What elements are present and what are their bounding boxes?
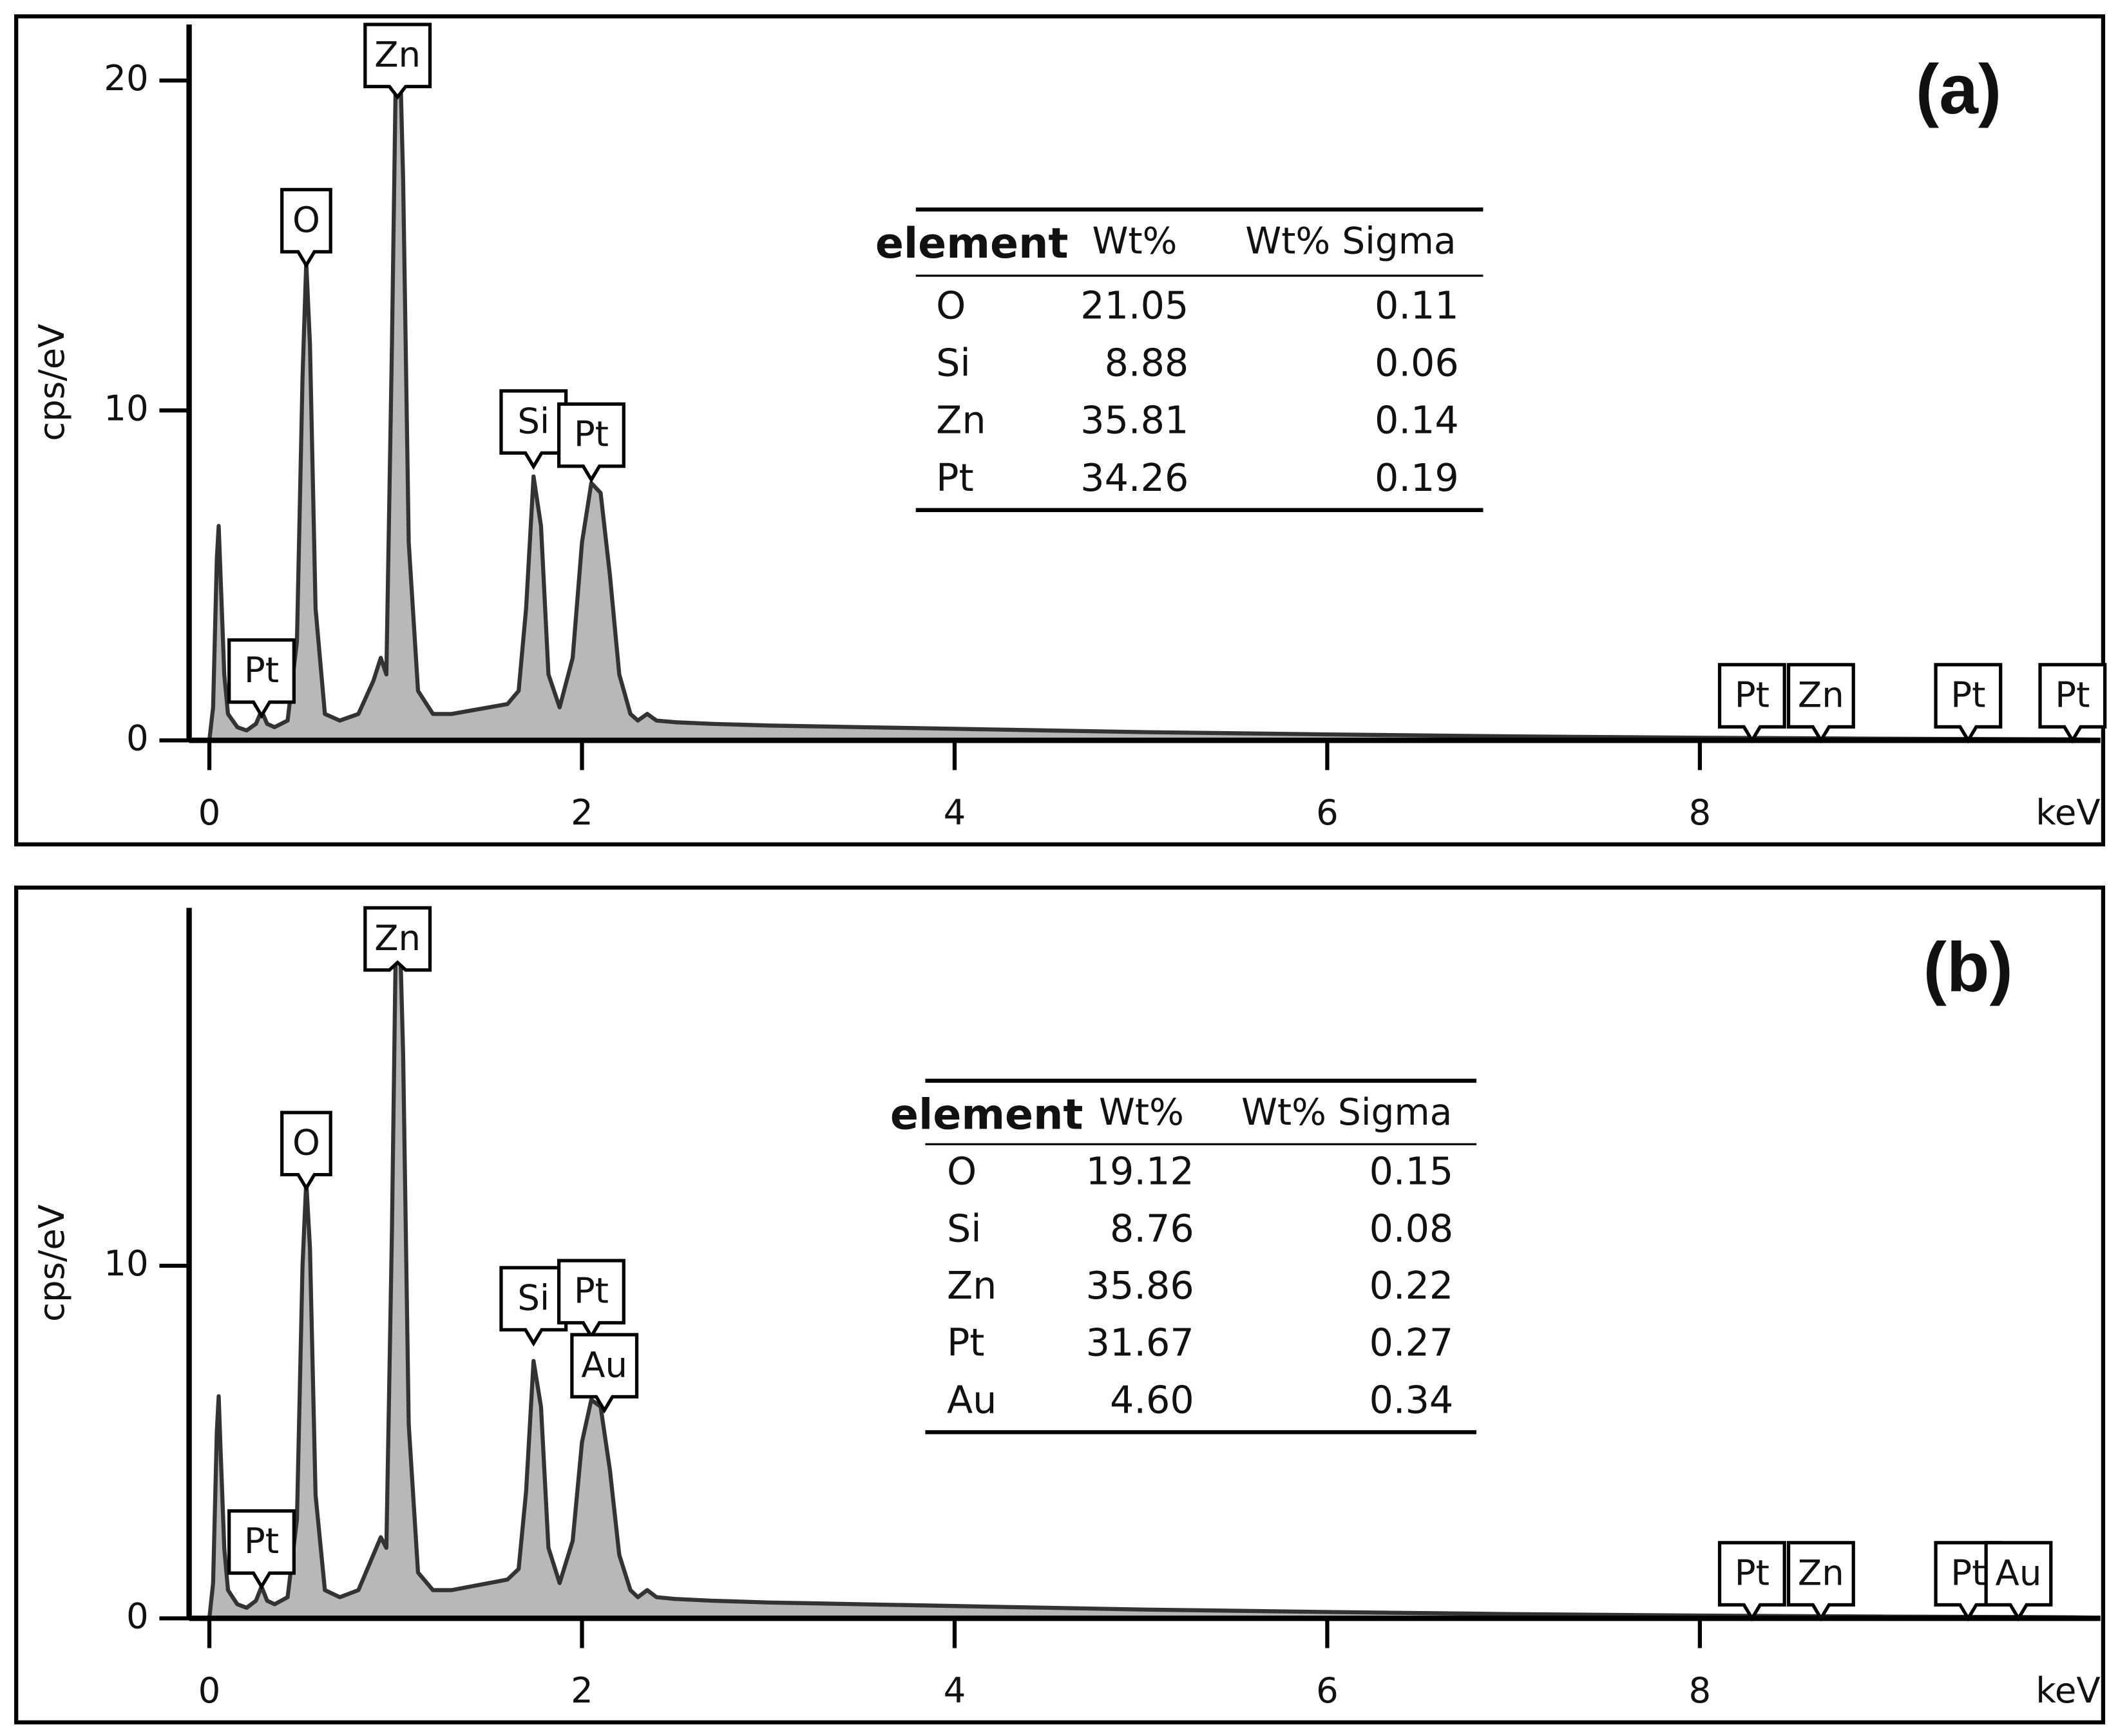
panel-title: (a) xyxy=(1916,50,2001,129)
table-cell: 0.08 xyxy=(1369,1207,1454,1250)
peak-label: Zn xyxy=(1798,1552,1844,1593)
x-axis-label: keV xyxy=(2036,792,2100,833)
peak-label: Pt xyxy=(1951,674,1985,715)
y-axis-label: cps/eV xyxy=(31,1205,72,1322)
peak-label: Si xyxy=(517,1277,549,1318)
peak-marker xyxy=(227,638,296,720)
x-tick-label: 0 xyxy=(198,792,221,833)
table-header: element xyxy=(875,220,1069,268)
table-cell: 0.06 xyxy=(1375,341,1459,385)
x-tick-label: 6 xyxy=(1316,792,1339,833)
table-cell: 8.88 xyxy=(1105,341,1189,385)
peak-label: Pt xyxy=(1951,1552,1985,1593)
peak-marker xyxy=(499,389,568,470)
x-tick-label: 0 xyxy=(198,1670,221,1711)
x-tick-label: 8 xyxy=(1689,1670,1712,1711)
peak-marker xyxy=(1786,663,1855,744)
peak-label: Pt xyxy=(244,1520,279,1561)
y-tick-label: 0 xyxy=(126,717,149,758)
table-cell: 31.67 xyxy=(1086,1321,1194,1365)
peak-marker xyxy=(1717,1541,1786,1622)
table-cell: 0.22 xyxy=(1369,1264,1454,1308)
y-tick-label: 0 xyxy=(126,1595,149,1636)
peak-label: Zn xyxy=(374,917,421,959)
table-header: Wt% Sigma xyxy=(1245,220,1456,262)
x-tick-label: 6 xyxy=(1316,1670,1339,1711)
table-cell: 0.15 xyxy=(1369,1150,1454,1194)
peak-marker xyxy=(280,1111,332,1192)
table-cell: Au xyxy=(947,1378,997,1422)
table-cell: 21.05 xyxy=(1080,283,1188,327)
table-cell: Pt xyxy=(947,1321,984,1365)
table-cell: 0.14 xyxy=(1375,399,1459,443)
peak-label: Pt xyxy=(574,414,609,455)
table-cell: 0.19 xyxy=(1375,456,1459,500)
peak-marker xyxy=(1717,663,1786,744)
y-axis-label: cps/eV xyxy=(31,324,72,441)
table-cell: 0.27 xyxy=(1369,1321,1454,1365)
peak-marker xyxy=(1934,663,2003,744)
y-tick-label: 10 xyxy=(104,387,148,428)
panel: 0 10 20 0 2 4 6 8 keV cps/eV Pt O Zn Si Pt Pt Zn Pt Pt (a) e… xyxy=(14,14,2107,846)
spectrum xyxy=(207,29,2092,742)
peak-marker xyxy=(557,1259,625,1340)
peak-marker xyxy=(363,23,432,100)
peak-label: Pt xyxy=(2055,674,2090,715)
table-cell: 8.76 xyxy=(1110,1207,1194,1250)
peak-marker xyxy=(1984,1541,2053,1622)
table-cell: 0.11 xyxy=(1375,283,1459,327)
table-cell: Si xyxy=(947,1207,982,1250)
x-tick-label: 2 xyxy=(571,1670,593,1711)
table-cell: 35.86 xyxy=(1086,1264,1194,1308)
table-header: Wt% xyxy=(1092,220,1177,262)
peak-marker xyxy=(1786,1541,1855,1622)
peak-marker xyxy=(557,402,625,483)
table-cell: Zn xyxy=(947,1264,997,1308)
panel: 0 10 0 2 4 6 8 keV cps/eV Pt O Zn Si Pt Au Pt Zn Pt Au (b) e… xyxy=(14,885,2106,1724)
peak-label: Zn xyxy=(374,33,421,75)
peak-label: Pt xyxy=(244,649,279,691)
peak-marker xyxy=(363,906,432,972)
table-cell: 35.81 xyxy=(1080,399,1188,443)
x-axis-label: keV xyxy=(2036,1670,2100,1711)
x-tick-label: 8 xyxy=(1689,792,1712,833)
table-cell: Si xyxy=(936,341,971,385)
peak-label: Au xyxy=(1996,1552,2042,1593)
table-cell: O xyxy=(936,283,966,327)
table-cell: 0.34 xyxy=(1369,1378,1454,1422)
peak-marker xyxy=(227,1509,296,1590)
table-cell: 34.26 xyxy=(1080,456,1188,500)
table-cell: 19.12 xyxy=(1086,1150,1194,1194)
y-tick-label: 10 xyxy=(104,1243,148,1284)
peak-label: Pt xyxy=(1735,674,1770,715)
table-cell: Zn xyxy=(936,399,986,443)
peak-marker xyxy=(2038,663,2107,744)
peak-marker xyxy=(570,1333,639,1414)
peak-label: Pt xyxy=(1735,1552,1770,1593)
peak-label: O xyxy=(292,199,320,240)
table-cell: O xyxy=(947,1150,977,1194)
panel-title: (b) xyxy=(1923,928,2013,1007)
peak-label: Zn xyxy=(1798,674,1844,715)
table-cell: Pt xyxy=(936,456,973,500)
peak-label: Pt xyxy=(574,1270,609,1311)
table-header: Wt% xyxy=(1099,1091,1184,1134)
peak-label: O xyxy=(292,1122,320,1163)
spectrum xyxy=(207,911,2092,1620)
y-tick-label: 20 xyxy=(104,57,148,99)
peak-marker xyxy=(280,187,332,269)
peak-label: Au xyxy=(581,1344,627,1385)
table-cell: 4.60 xyxy=(1110,1378,1194,1422)
x-tick-label: 4 xyxy=(944,792,966,833)
peak-label: Si xyxy=(517,400,549,441)
x-tick-label: 4 xyxy=(944,1670,966,1711)
x-tick-label: 2 xyxy=(571,792,593,833)
table-header: element xyxy=(890,1091,1083,1139)
table-header: Wt% Sigma xyxy=(1241,1091,1452,1134)
